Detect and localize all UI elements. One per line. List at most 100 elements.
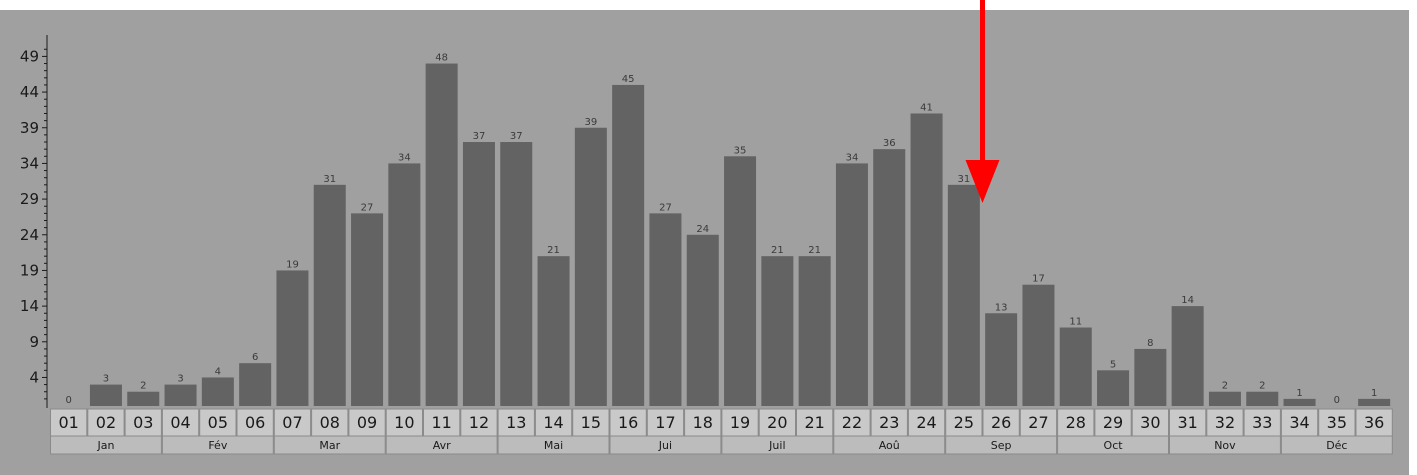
week-label: 31 [1177,413,1197,432]
bar-value-label: 36 [883,138,896,149]
week-cell [124,408,162,437]
bar-value-label: 5 [1110,359,1116,370]
week-label: 15 [581,413,601,432]
bar-value-label: 2 [1259,381,1265,392]
bar-week-28 [1059,327,1092,406]
week-cell [1057,408,1095,437]
month-label: Mai [544,439,563,452]
bar-value-label: 3 [177,374,183,385]
month-cell [1057,435,1169,455]
bar-value-label: 24 [696,224,709,235]
week-cell [684,408,722,437]
bar-week-20 [761,256,794,406]
month-cell [497,435,610,455]
bar-value-label: 8 [1147,338,1153,349]
bar-week-22 [835,163,868,406]
bar-week-06 [239,363,272,406]
month-cell [385,435,498,455]
bar-value-label: 31 [323,174,336,185]
month-cell [945,435,1058,455]
y-tick-label: 4 [29,368,39,386]
bar-value-label: 37 [510,131,523,142]
bar-value-label: 48 [435,53,448,64]
week-label: 17 [655,413,675,432]
week-label: 24 [916,413,936,432]
week-cell [460,408,498,437]
month-label: Avr [433,439,451,452]
bar-week-25 [947,184,980,406]
week-cell [199,408,237,437]
bar-week-07 [276,270,309,406]
week-label: 09 [357,413,377,432]
week-cell [758,408,797,437]
arrow-head [965,160,1000,203]
week-cell [833,408,871,437]
bar-value-label: 0 [65,395,71,406]
week-label: 19 [730,413,750,432]
week-label: 25 [954,413,974,432]
week-cell [1094,408,1132,437]
bar-value-label: 45 [622,74,635,85]
week-label: 16 [618,413,638,432]
week-label: 08 [320,413,340,432]
week-label: 03 [133,413,153,432]
week-label: 20 [767,413,787,432]
week-cell [721,408,759,437]
bar-value-label: 37 [473,131,486,142]
week-label: 36 [1364,413,1384,432]
bar-value-label: 31 [957,174,970,185]
week-label: 23 [879,413,899,432]
bar-value-label: 34 [846,152,859,163]
bar-value-label: 11 [1069,317,1082,328]
week-cell [982,408,1020,437]
y-tick-label: 24 [20,226,39,244]
month-cell [609,435,722,455]
bar-week-16 [612,84,645,406]
bar-value-label: 41 [920,102,933,113]
week-label: 33 [1252,413,1272,432]
bar-value-label: 35 [734,145,747,156]
month-label: Déc [1326,439,1347,452]
bar-week-17 [649,213,682,406]
bar-value-label: 2 [1222,381,1228,392]
week-label: 11 [431,413,451,432]
week-cell [572,408,610,437]
bar-week-09 [351,213,384,406]
bar-week-29 [1097,370,1130,406]
week-cell [1318,408,1356,437]
bar-value-label: 39 [584,117,597,128]
bar-week-27 [1022,284,1055,406]
month-cell [50,435,162,455]
bar-week-03 [127,391,160,406]
month-cell [721,435,834,455]
y-tick-label: 9 [29,333,39,351]
month-cell [1280,435,1393,455]
y-tick-label: 19 [20,261,39,279]
week-label: 32 [1215,413,1235,432]
week-label: 22 [842,413,862,432]
month-cell [273,435,386,455]
week-label: 29 [1103,413,1123,432]
bar-value-label: 14 [1181,295,1194,306]
bar-value-label: 6 [252,352,258,363]
bar-value-label: 27 [659,202,672,213]
month-label: Juil [768,439,785,452]
week-label: 06 [245,413,265,432]
bar-week-26 [985,313,1018,406]
week-cell [348,408,386,437]
bar-value-label: 21 [771,245,784,256]
week-label: 13 [506,413,526,432]
y-tick-label: 49 [20,47,39,65]
bar-week-12 [462,142,495,406]
y-tick-label: 29 [20,190,39,208]
month-label: Oct [1104,439,1124,452]
bar-week-31 [1171,306,1204,406]
bar-week-14 [537,256,570,406]
bar-value-label: 17 [1032,274,1045,285]
week-cell [1355,408,1393,437]
week-label: 01 [58,413,78,432]
week-label: 27 [1028,413,1048,432]
x-axis-week-row: 01 02 03 04 05 06 07 08 09 10 11 12 13 14 15 16 17 18 19 20… [50,408,1393,437]
week-label: 30 [1140,413,1160,432]
